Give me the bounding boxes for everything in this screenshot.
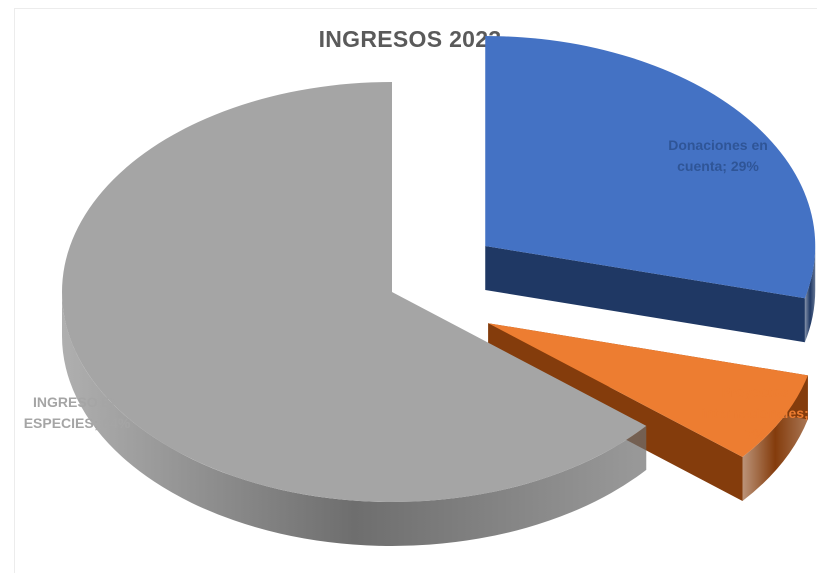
- pie-slice-top-ingreso-en-especies: [62, 82, 647, 502]
- pie-slice-side-ingreso-en-especies: [62, 292, 647, 547]
- data-label-donaciones-line-1: Donaciones en: [668, 137, 768, 153]
- pie-slice-top-donaciones-en-cuenta: [485, 35, 816, 299]
- data-label-donaciones: Donaciones en cuenta; 29%: [648, 135, 788, 177]
- chart-title: INGRESOS 2023: [318, 26, 502, 52]
- pie-slice-donaciones-en-cuenta: [485, 35, 816, 343]
- data-label-proyectos: Proyectos internacionales; 7%: [690, 382, 820, 445]
- pie-slice-cut-donaciones-en-cuenta-1: [485, 245, 805, 343]
- data-label-ingreso-especies: INGRESO EN ESPECIES; 64%: [22, 392, 132, 434]
- data-label-donaciones-line-2: cuenta; 29%: [677, 158, 759, 174]
- data-label-proyectos-line-2: internacionales; 7%: [701, 405, 809, 442]
- data-label-ingreso-line-1: INGRESO EN: [33, 394, 121, 410]
- pie-slice-ingreso-en-especies: [62, 82, 647, 547]
- data-label-ingreso-line-2: ESPECIES; 64%: [23, 415, 131, 431]
- data-label-proyectos-line-1: Proyectos: [721, 384, 789, 400]
- pie-slice-side-donaciones-en-cuenta: [804, 245, 816, 343]
- pie-slice-top-proyectos-internacionales: [488, 323, 808, 458]
